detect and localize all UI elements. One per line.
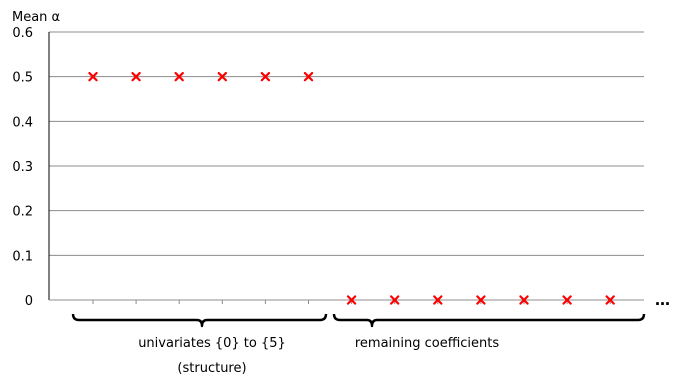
data-point <box>260 71 271 82</box>
y-tick-label: 0.6 <box>12 26 33 41</box>
data-point <box>174 71 184 82</box>
y-axis-title: Mean α <box>12 10 60 25</box>
y-tick-label: 0.4 <box>12 115 33 130</box>
y-tick-label: 0.2 <box>12 205 33 220</box>
group-label: (structure) <box>177 361 246 376</box>
data-point <box>303 71 314 82</box>
group-label: remaining coefficients <box>355 336 500 351</box>
data-point <box>476 295 486 305</box>
y-tick-label: 0.3 <box>12 160 33 175</box>
group-bracket: remaining coefficients <box>332 313 646 351</box>
group-brackets: univariates {0} to {5} (structure) remaini… <box>71 313 646 376</box>
data-point <box>519 295 529 305</box>
data-point <box>217 71 227 82</box>
data-point <box>605 295 615 305</box>
group-label: univariates {0} to {5} <box>138 336 286 351</box>
continuation-ellipsis: … <box>655 291 670 309</box>
data-points <box>88 71 615 305</box>
data-point <box>131 71 141 82</box>
y-tick-label: 0.1 <box>12 249 33 264</box>
y-tick-label: 0.5 <box>12 71 33 86</box>
data-point <box>433 295 443 305</box>
y-tick-label: 0 <box>25 294 33 309</box>
data-point <box>88 71 98 82</box>
gridlines <box>49 31 644 256</box>
data-point <box>562 295 572 305</box>
group-bracket: univariates {0} to {5} (structure) <box>71 313 328 376</box>
data-point <box>346 295 357 305</box>
data-point <box>390 295 400 305</box>
y-tick-labels: 0 0.1 0.2 0.3 0.4 0.5 0.6 <box>12 26 33 309</box>
